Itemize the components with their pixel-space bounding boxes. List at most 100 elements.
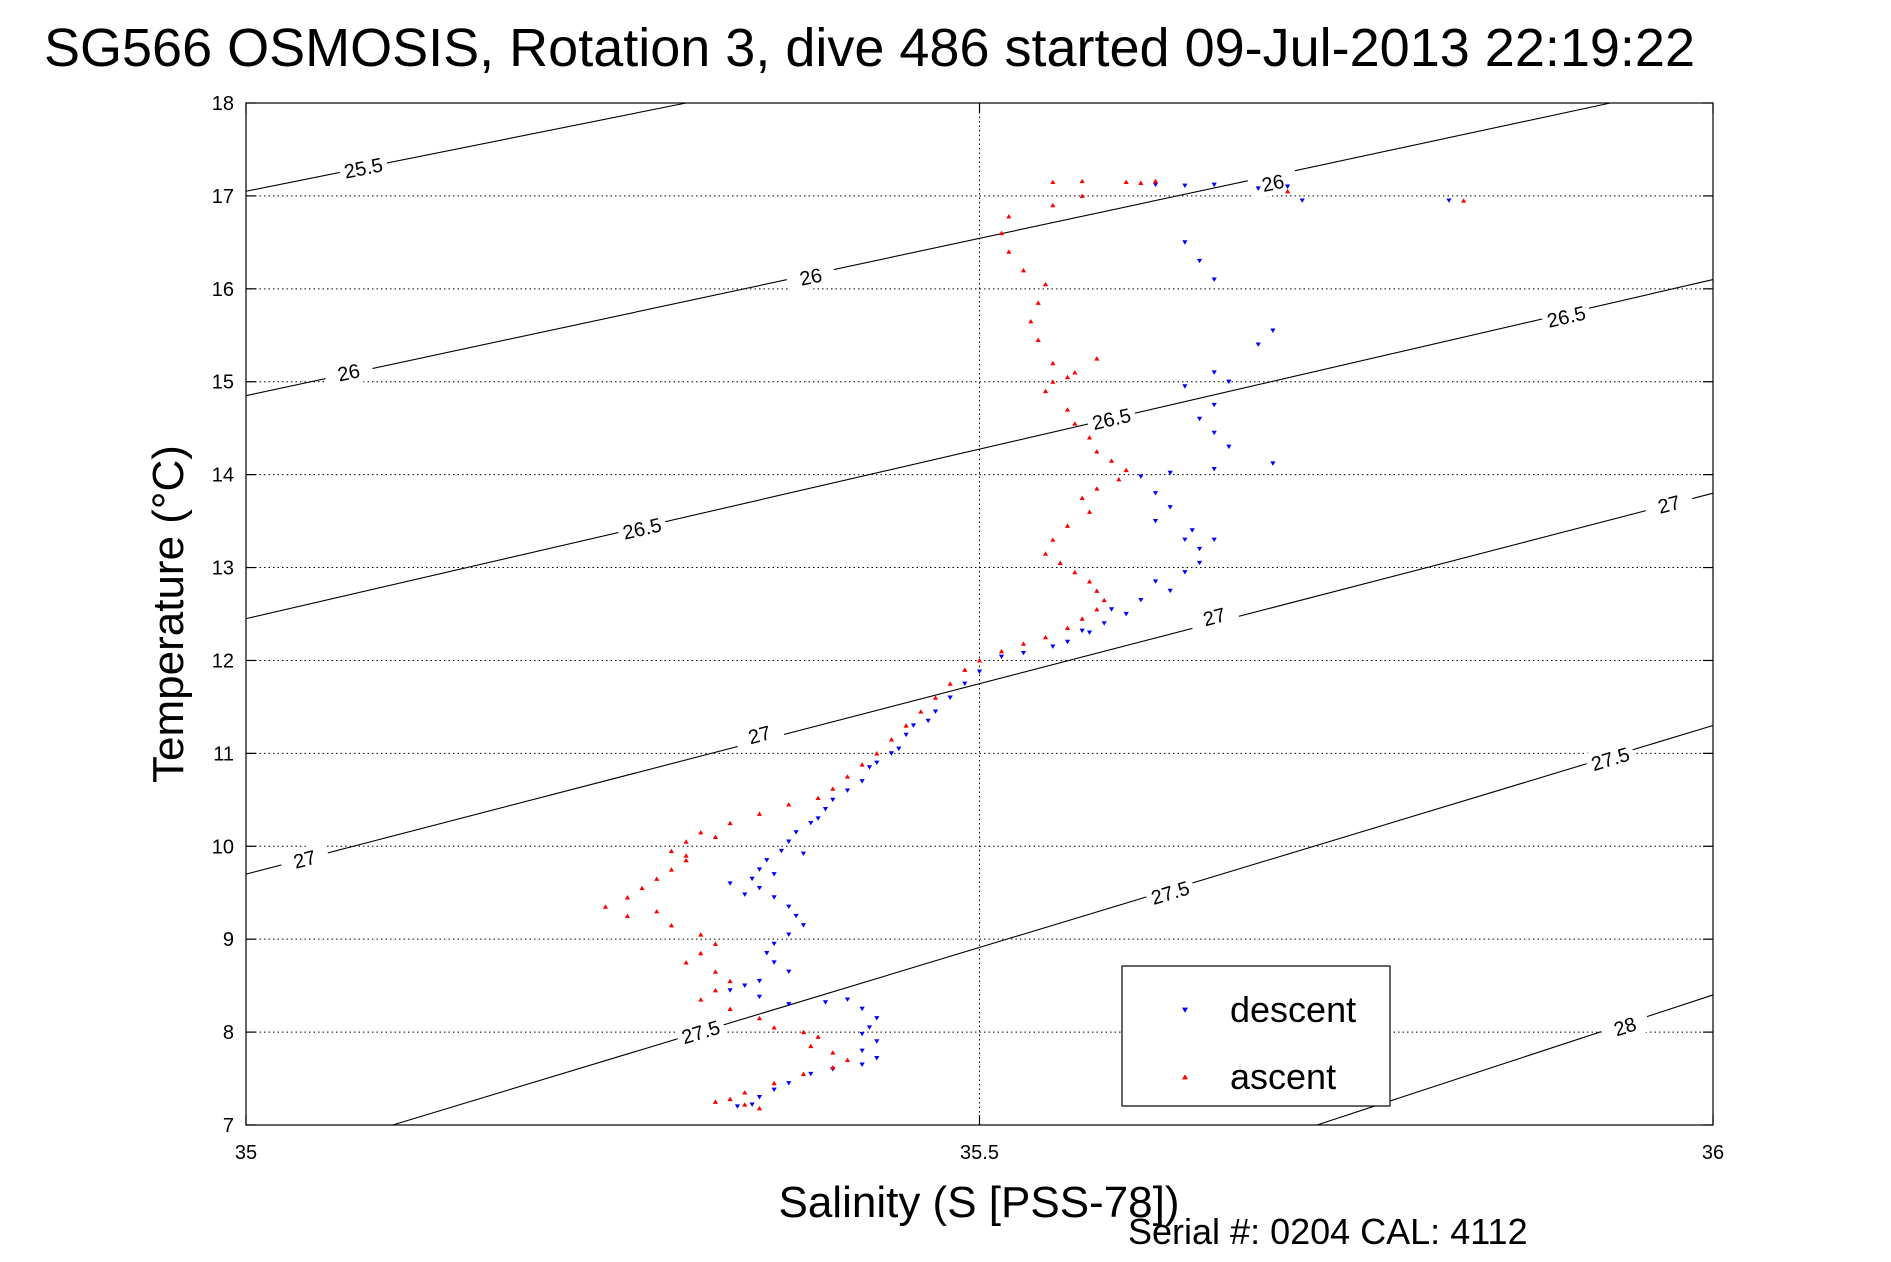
ascent-point (1064, 625, 1071, 631)
ascent-point (1028, 318, 1034, 324)
ascent-series (602, 178, 1467, 1111)
ascent-point (976, 658, 983, 663)
legend-marker-descent (1182, 1007, 1188, 1013)
descent-point (727, 881, 733, 886)
ascent-point (786, 802, 792, 807)
ascent-point (1042, 281, 1049, 287)
y-tick-label: 18 (212, 93, 234, 115)
ascent-point (756, 1015, 763, 1021)
ascent-point (1006, 249, 1012, 254)
descent-point (742, 892, 748, 897)
descent-series (727, 182, 1452, 1109)
isopycnal-label-bg (337, 151, 390, 185)
descent-point (932, 709, 939, 714)
y-tick-label: 9 (223, 929, 234, 951)
descent-point (1152, 579, 1159, 584)
ascent-point (727, 1096, 733, 1102)
ascent-point (1086, 579, 1093, 584)
descent-point (1152, 182, 1159, 188)
ascent-point (756, 811, 763, 816)
ascent-point (698, 932, 704, 937)
ascent-point (800, 1029, 807, 1035)
descent-point (859, 1062, 865, 1067)
descent-point (756, 978, 763, 984)
ascent-point (998, 648, 1005, 654)
ascent-point (668, 922, 675, 928)
isopycnal-label: 26 (336, 360, 362, 386)
descent-point (874, 1056, 880, 1061)
ascent-point (1042, 551, 1049, 556)
isopycnal-label-bg (1085, 401, 1138, 436)
isopycnal-line (245, 102, 687, 192)
ascent-point (1079, 495, 1085, 500)
ascent-point (698, 829, 704, 835)
ascent-point (639, 885, 645, 891)
descent-point (771, 960, 777, 965)
descent-point (756, 994, 763, 1000)
ascent-point (712, 834, 719, 840)
ascent-point (1050, 179, 1056, 185)
ascent-point (668, 867, 675, 872)
isopycnal-label: 27 (746, 722, 773, 749)
descent-point (888, 751, 895, 756)
ascent-point (654, 908, 660, 914)
descent-point (1020, 650, 1027, 656)
y-tick-label: 14 (212, 465, 234, 487)
descent-point (1255, 342, 1261, 347)
ascent-point (727, 978, 733, 984)
descent-point (1211, 277, 1217, 282)
ascent-point (1020, 641, 1027, 646)
y-tick-label: 10 (212, 836, 234, 858)
descent-point (1152, 519, 1159, 524)
isopycnal-label-bg (322, 355, 375, 390)
descent-point (859, 779, 865, 784)
descent-point (1255, 186, 1261, 191)
descent-point (947, 695, 953, 700)
y-axis-ticks: 7 8 9 10 11 12 13 14 15 16 17 18 (212, 93, 1713, 1137)
descent-point (874, 1016, 880, 1021)
ascent-point (1006, 214, 1012, 219)
grid-lines (246, 103, 1713, 1125)
x-axis-label: Salinity (S [PSS-78]) (778, 1178, 1179, 1227)
ascent-point (683, 839, 689, 844)
ascent-point (800, 1071, 807, 1076)
ascent-point (1072, 421, 1078, 426)
ascent-point (815, 795, 821, 801)
ascent-point (727, 1006, 733, 1011)
legend-marker-ascent (1182, 1074, 1188, 1080)
isopycnal-line (245, 102, 1611, 397)
descent-point (771, 872, 777, 877)
serial-cal-footer: Serial #: 0204 CAL: 4112 (1128, 1211, 1528, 1252)
ascent-point (1020, 267, 1027, 273)
descent-point (786, 904, 792, 910)
isopycnal-label: 27 (1656, 492, 1683, 519)
descent-point (1123, 611, 1129, 617)
ascent-point (1461, 198, 1467, 203)
ascent-point (815, 1034, 821, 1039)
descent-point (786, 1002, 792, 1007)
descent-point (1152, 491, 1159, 496)
descent-point (771, 1087, 777, 1093)
y-tick-label: 8 (223, 1022, 234, 1044)
ascent-point (1123, 467, 1129, 473)
descent-point (1211, 182, 1217, 188)
descent-point (1196, 560, 1203, 566)
ascent-point (1284, 188, 1291, 194)
descent-point (764, 858, 770, 863)
descent-point (793, 913, 799, 919)
descent-point (1182, 537, 1188, 543)
ascent-point (712, 941, 719, 946)
ascent-point (1050, 360, 1056, 366)
isopycnal-label-bg (1540, 299, 1593, 334)
descent-point (1196, 546, 1203, 552)
descent-point (1270, 328, 1276, 333)
descent-point (859, 1006, 865, 1012)
isopycnal-label: 26 (798, 265, 824, 291)
ascent-point (1094, 356, 1100, 361)
descent-point (786, 1081, 792, 1086)
descent-point (1138, 597, 1144, 603)
y-tick-label: 13 (212, 558, 234, 580)
ascent-point (1138, 180, 1144, 185)
descent-point (1079, 628, 1085, 634)
descent-point (793, 830, 799, 835)
